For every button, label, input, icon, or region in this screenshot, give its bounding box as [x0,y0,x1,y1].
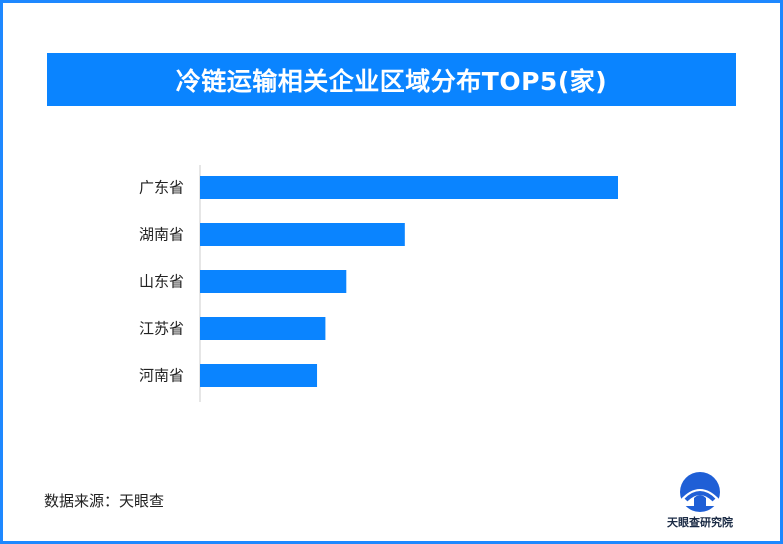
chart-title: 冷链运输相关企业区域分布TOP5(家) [175,66,608,96]
category-label-2: 山东省 [139,273,184,291]
category-label-4: 河南省 [139,367,184,385]
bar-4 [200,364,318,387]
logo-text: 天眼查研究院 [667,516,733,529]
data-source-note: 数据来源：天眼查 [44,492,165,510]
bar-3 [200,317,326,340]
category-label-3: 江苏省 [139,320,184,338]
title-bar: 冷链运输相关企业区域分布TOP5(家) [47,53,736,106]
tianyancha-logo: 天眼查研究院 [650,470,750,532]
bar-1 [200,223,405,246]
category-label-0: 广东省 [139,179,184,197]
bar-0 [200,176,618,199]
category-label-1: 湖南省 [139,226,184,244]
logo-icon [680,472,720,512]
bar-2 [200,270,347,293]
